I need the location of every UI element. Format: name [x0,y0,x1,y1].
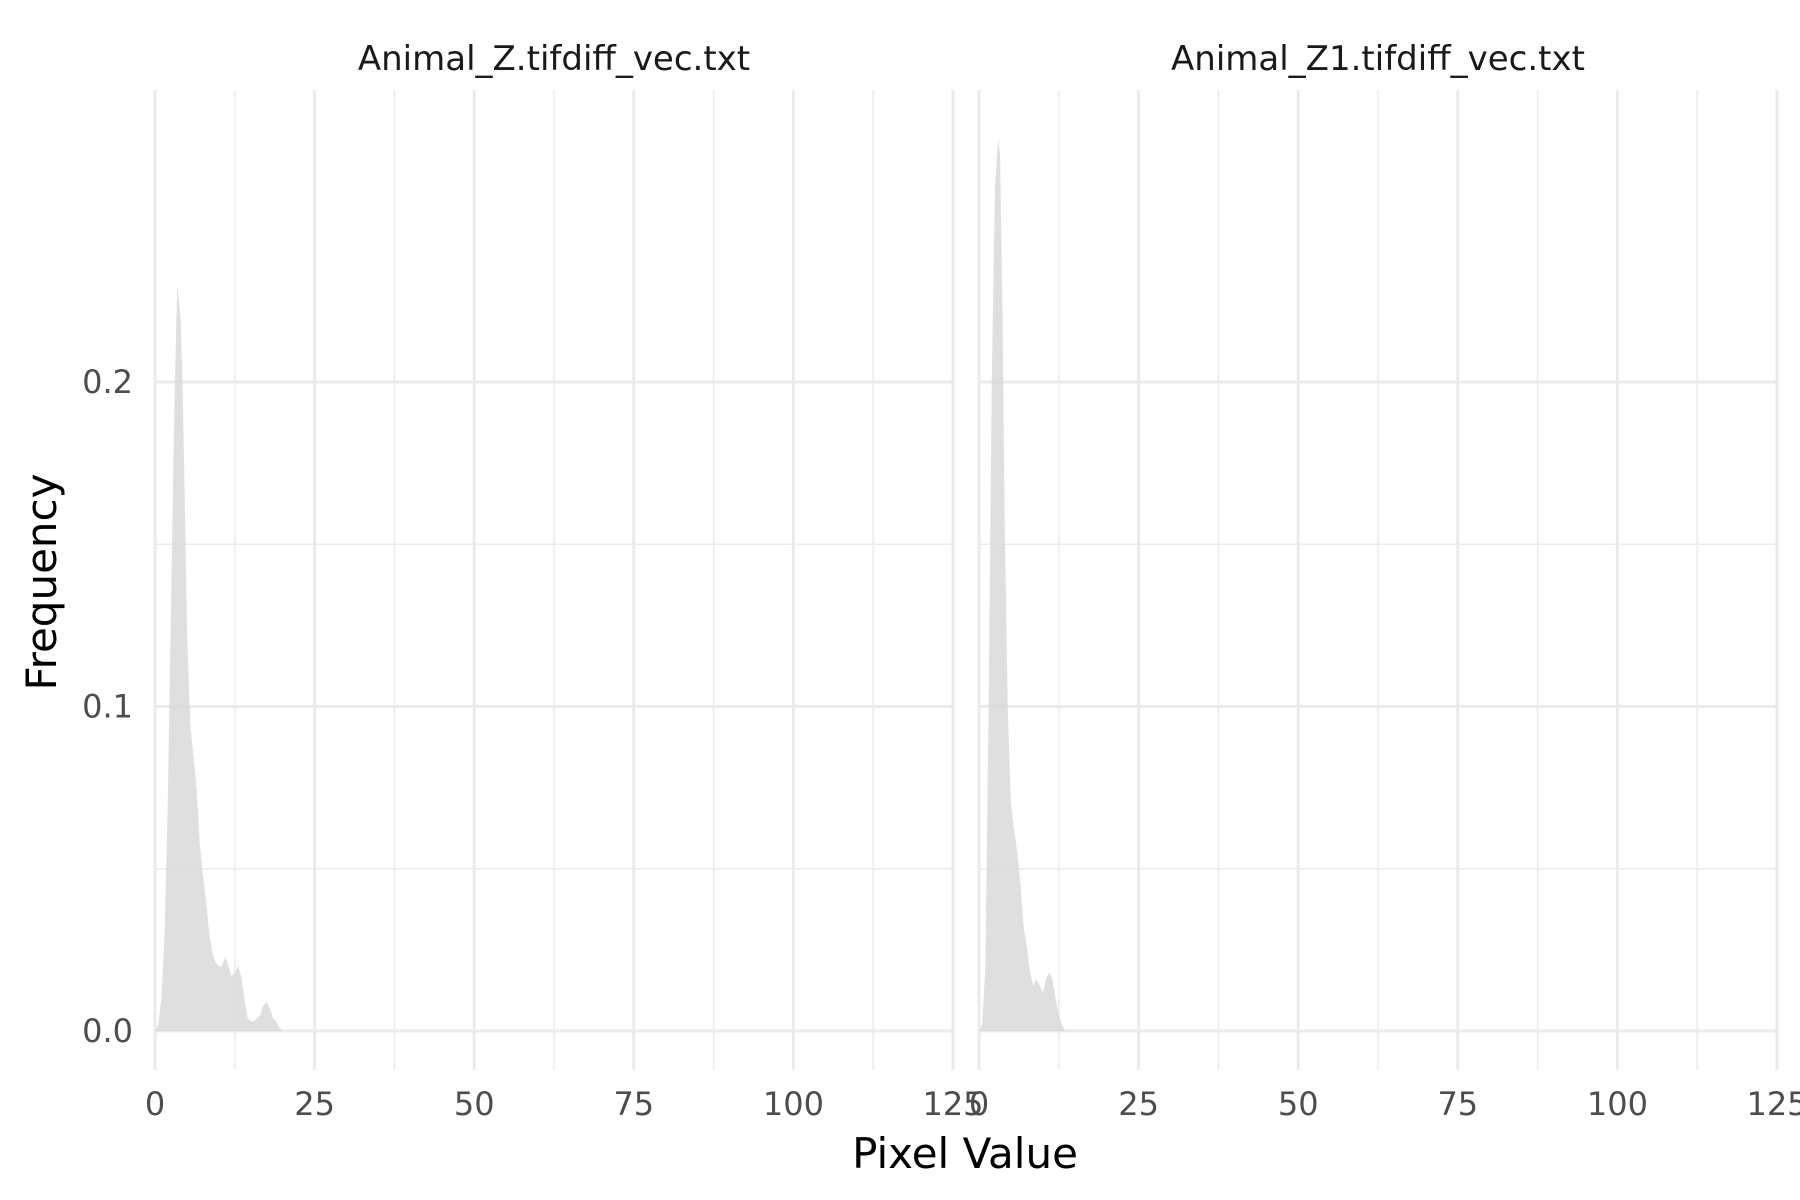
y-tick-label: 0.1 [82,688,133,726]
x-tick-label: 125 [922,1085,983,1123]
panel-1: Animal_Z.tifdiff_vec.txt 0 25 50 75 100 125 [145,39,984,1123]
x-tick-label: 75 [613,1085,654,1123]
facet-label: Animal_Z.tifdiff_vec.txt [358,39,750,79]
y-axis-title: Frequency [17,474,66,691]
x-tick-label: 100 [1587,1085,1648,1123]
x-tick-label: 50 [1278,1085,1319,1123]
density-area [979,138,1069,1032]
x-axis-title: Pixel Value [852,1129,1078,1178]
x-tick-label: 25 [294,1085,335,1123]
x-tick-label: 125 [1746,1085,1800,1123]
y-axis: 0.0 0.1 0.2 [82,363,133,1050]
x-tick-label: 25 [1118,1085,1159,1123]
x-tick-label: 100 [763,1085,824,1123]
x-tick-label: 75 [1437,1085,1478,1123]
y-tick-label: 0.0 [82,1012,133,1050]
x-tick-label: 50 [454,1085,495,1123]
panel-2: Animal_Z1.tifdiff_vec.txt 0 25 50 75 100 125 [969,39,1800,1123]
density-area [155,284,290,1032]
x-tick-label: 0 [145,1085,165,1123]
x-tick-label: 0 [969,1085,989,1123]
facet-label: Animal_Z1.tifdiff_vec.txt [1171,39,1585,79]
y-tick-label: 0.2 [82,363,133,401]
